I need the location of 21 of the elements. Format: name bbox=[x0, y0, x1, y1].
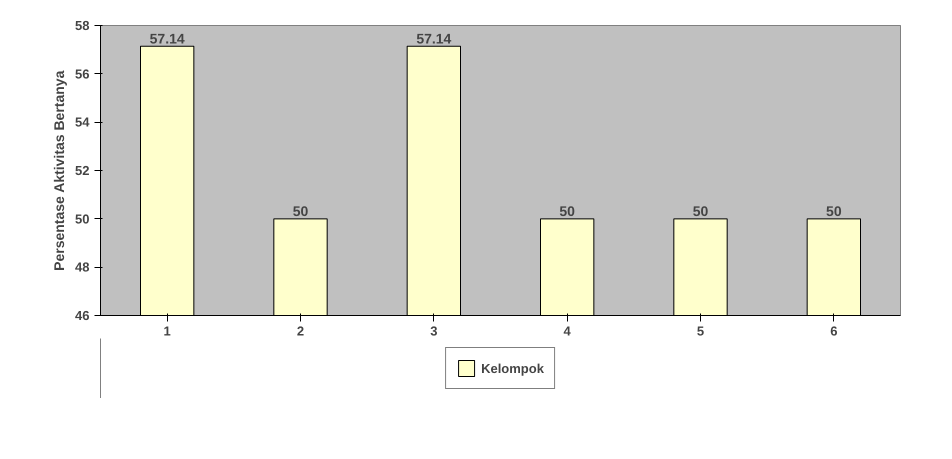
y-tick-label: 48 bbox=[75, 260, 90, 275]
data-label: 57.14 bbox=[150, 30, 185, 46]
x-tick-label: 6 bbox=[830, 324, 838, 338]
x-tick-label: 2 bbox=[296, 324, 304, 338]
y-tick-label: 50 bbox=[75, 211, 90, 226]
data-label: 50 bbox=[559, 202, 576, 219]
x-tick-label: 4 bbox=[564, 324, 572, 338]
data-label: 57.14 bbox=[416, 30, 452, 46]
y-tick-label: 56 bbox=[75, 66, 90, 82]
x-tick-label: 1 bbox=[164, 324, 171, 338]
y-tick-label: 46 bbox=[75, 308, 90, 323]
data-label: 50 bbox=[692, 202, 708, 219]
data-label: 50 bbox=[826, 202, 842, 219]
x-tick-label: 5 bbox=[696, 324, 704, 338]
y-tick-label: 54 bbox=[75, 114, 90, 130]
y-tick-label: 52 bbox=[75, 163, 90, 178]
y-tick-label: 58 bbox=[75, 18, 90, 33]
x-tick-label: 3 bbox=[430, 324, 438, 338]
data-label: 50 bbox=[292, 202, 308, 219]
y-axis-title: Persentase Aktivitas Bertanya bbox=[51, 70, 68, 271]
legend-label: Kelompok bbox=[481, 360, 544, 376]
